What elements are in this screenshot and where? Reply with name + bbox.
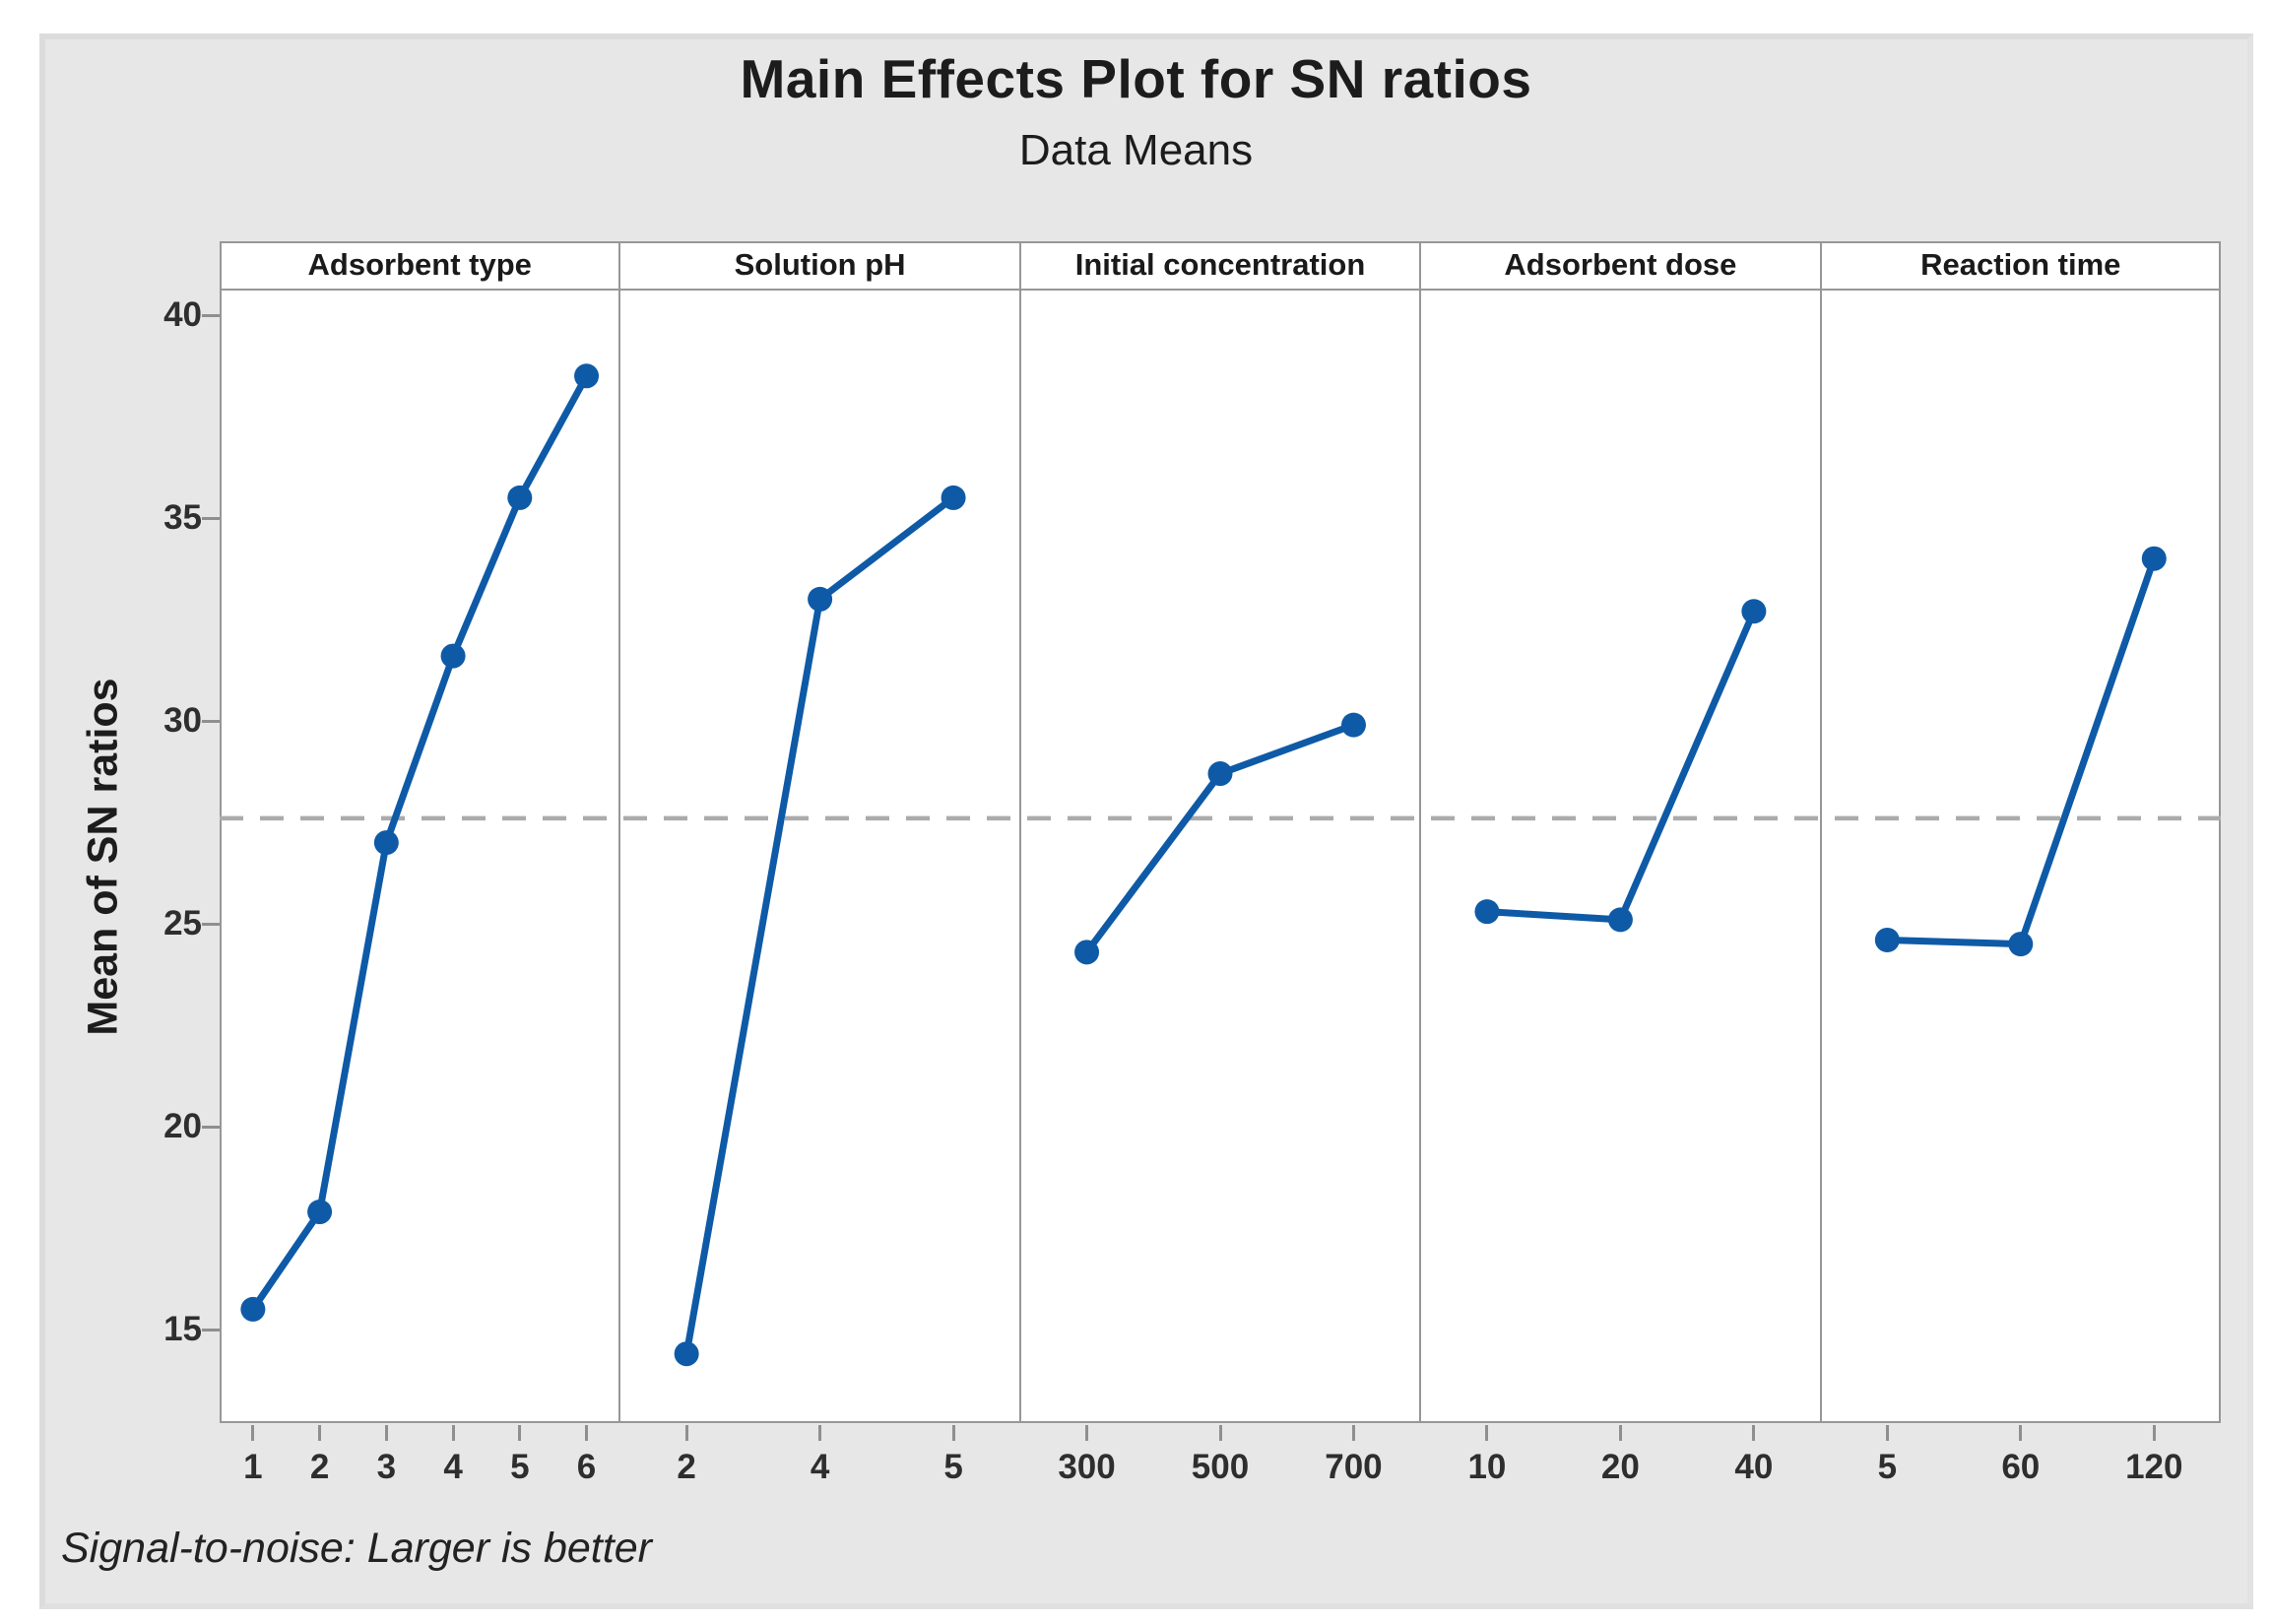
x-tick-mark (2019, 1425, 2023, 1441)
x-tick-mark (518, 1425, 522, 1441)
panel-header-3: Adsorbent dose (1504, 247, 1737, 282)
panel-header-4: Reaction time (1920, 247, 2121, 282)
x-tick-mark (1085, 1425, 1089, 1441)
data-point-marker (1340, 712, 1366, 738)
data-point-marker (1074, 940, 1100, 965)
x-tick-mark (818, 1425, 822, 1441)
data-point-marker (373, 830, 399, 856)
data-point-marker (307, 1200, 333, 1225)
x-tick-mark (1351, 1425, 1355, 1441)
data-point-marker (1741, 599, 1767, 624)
data-point-marker (674, 1341, 699, 1367)
x-tick-mark (951, 1425, 955, 1441)
x-tick-label: 4 (443, 1448, 463, 1486)
y-tick-mark (202, 314, 220, 317)
y-tick-label: 15 (163, 1310, 202, 1348)
x-tick-mark (585, 1425, 589, 1441)
sn-ratio-line (682, 493, 957, 1358)
footer-note: Signal-to-noise: Larger is better (61, 1525, 652, 1572)
panel-header-2: Initial concentration (1074, 247, 1366, 282)
x-tick-label: 20 (1600, 1448, 1640, 1486)
y-tick-label: 40 (163, 295, 202, 334)
x-tick-mark (1618, 1425, 1622, 1441)
y-tick-mark (202, 1126, 220, 1129)
x-tick-label: 2 (309, 1448, 330, 1486)
data-point-marker (240, 1296, 266, 1322)
x-tick-label: 2 (677, 1448, 696, 1486)
data-point-marker (941, 485, 966, 510)
x-tick-label: 5 (943, 1448, 963, 1486)
y-tick-label: 30 (163, 701, 202, 740)
panel-header-0: Adsorbent type (307, 247, 532, 282)
y-tick-label: 20 (163, 1107, 202, 1145)
x-tick-label: 700 (1325, 1448, 1383, 1486)
x-tick-mark (2152, 1425, 2156, 1441)
x-tick-label: 1 (243, 1448, 263, 1486)
y-tick-label: 35 (163, 498, 202, 537)
data-point-marker (440, 643, 466, 669)
x-tick-label: 120 (2125, 1448, 2183, 1486)
y-tick-mark (202, 1329, 220, 1332)
x-tick-mark (318, 1425, 322, 1441)
y-tick-mark (202, 517, 220, 520)
y-tick-mark (202, 923, 220, 926)
x-tick-label: 40 (1734, 1448, 1774, 1486)
data-point-marker (574, 363, 600, 389)
y-tick-mark (202, 720, 220, 723)
x-tick-mark (1885, 1425, 1889, 1441)
x-tick-label: 6 (576, 1448, 597, 1486)
x-tick-mark (384, 1425, 388, 1441)
x-tick-label: 300 (1058, 1448, 1116, 1486)
x-tick-label: 4 (810, 1448, 830, 1486)
data-point-marker (1474, 899, 1500, 925)
chart-canvas (220, 363, 2221, 1367)
data-point-marker (2008, 932, 2034, 957)
sn-ratio-line (1483, 608, 1758, 924)
panel-separator (1018, 241, 1021, 1423)
chart-subtitle: Data Means (1018, 126, 1254, 174)
x-tick-mark (1752, 1425, 1756, 1441)
panel-header-band (220, 241, 2221, 291)
panel-header-1: Solution pH (734, 247, 906, 282)
panel-separator (1819, 241, 1822, 1423)
x-tick-mark (1485, 1425, 1489, 1441)
sn-ratio-line (249, 372, 591, 1313)
x-tick-label: 10 (1467, 1448, 1507, 1486)
x-tick-mark (451, 1425, 455, 1441)
y-tick-label: 25 (163, 904, 202, 942)
data-point-marker (507, 485, 533, 510)
sn-ratio-line (1083, 721, 1357, 956)
x-tick-mark (684, 1425, 688, 1441)
sn-ratio-line (1883, 554, 2158, 948)
x-tick-label: 3 (376, 1448, 397, 1486)
x-tick-label: 500 (1191, 1448, 1250, 1486)
chart-title: Main Effects Plot for SN ratios (740, 48, 1532, 109)
x-tick-label: 5 (1877, 1448, 1898, 1486)
x-tick-label: 60 (2001, 1448, 2041, 1486)
data-point-marker (2141, 546, 2167, 571)
x-tick-mark (1218, 1425, 1222, 1441)
x-tick-mark (251, 1425, 255, 1441)
data-point-marker (1207, 761, 1233, 787)
panel-separator (1419, 241, 1422, 1423)
panel-separator (618, 241, 621, 1423)
x-tick-label: 5 (510, 1448, 530, 1486)
data-point-marker (1874, 927, 1900, 952)
data-point-marker (1607, 907, 1633, 933)
data-point-marker (808, 586, 833, 612)
